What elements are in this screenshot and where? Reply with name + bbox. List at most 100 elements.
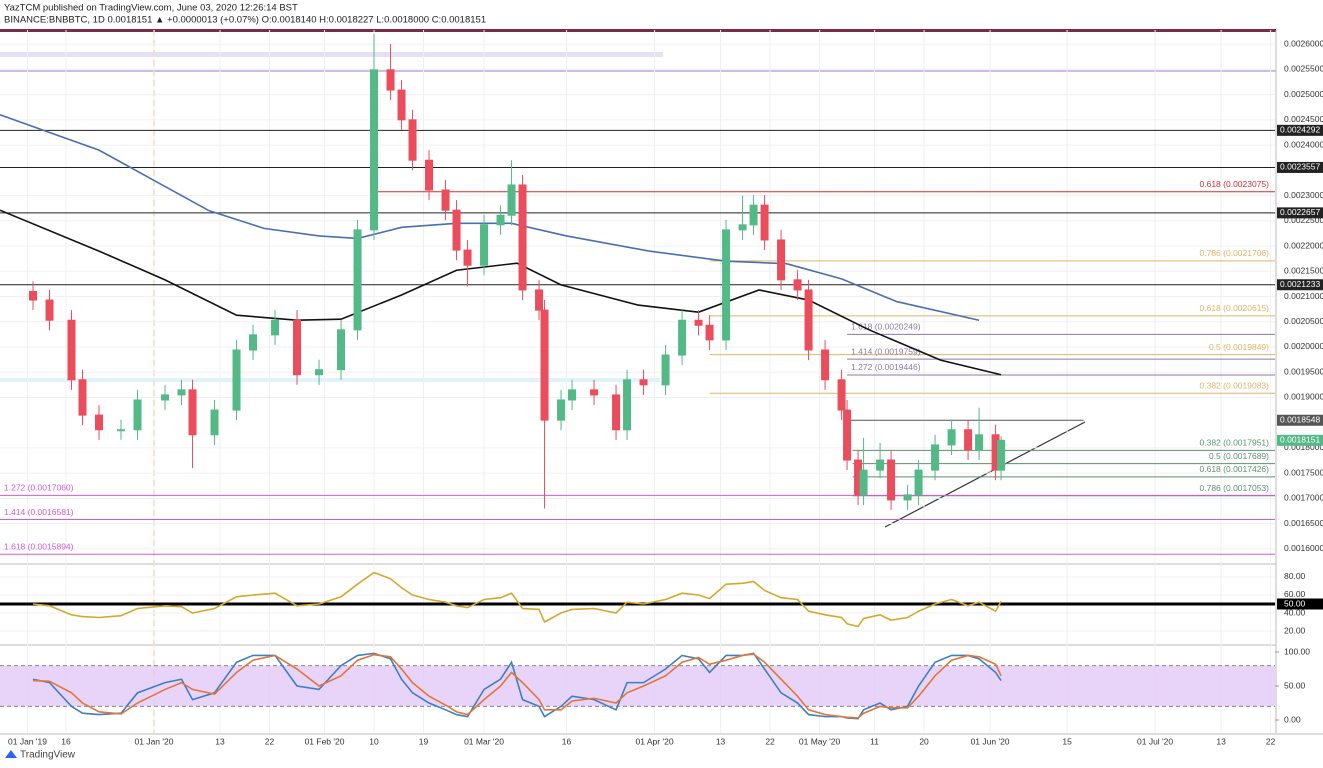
- candle-body: [452, 209, 461, 251]
- candle-body: [315, 369, 324, 376]
- candle-body: [210, 409, 219, 436]
- series-line: [0, 209, 1002, 376]
- y-tick-label: 80.00: [1284, 571, 1306, 581]
- series-line: [32, 653, 1002, 719]
- y-tick-label: 0.0022500: [1284, 215, 1323, 225]
- candle-body: [837, 379, 846, 411]
- band: [0, 665, 1275, 707]
- level-box: [1277, 414, 1323, 426]
- midline-label: 50.00: [1284, 598, 1306, 608]
- candle-body: [386, 69, 395, 91]
- level-value: 0.0023557: [1280, 162, 1320, 172]
- y-tick-label: 0.0022000: [1284, 240, 1323, 250]
- candle-body: [540, 309, 549, 421]
- candle-body: [931, 444, 940, 471]
- y-tick-label: 0.0019500: [1284, 366, 1323, 376]
- y-tick-label: 50.00: [1284, 680, 1306, 690]
- brand-logo: [5, 750, 17, 758]
- y-tick-label: 0.0024000: [1284, 139, 1323, 149]
- candle-body: [249, 334, 258, 351]
- level-label: 1.272 (0.0017060): [4, 483, 74, 493]
- zone-band: [0, 378, 660, 382]
- top-border: [0, 29, 1276, 32]
- level-value: 0.0024292: [1280, 125, 1320, 135]
- candle-body: [232, 349, 241, 411]
- level-box: [1277, 124, 1323, 136]
- x-tick-label: 01 May '20: [799, 736, 841, 746]
- candle-body: [804, 289, 813, 351]
- candle-body: [95, 414, 104, 431]
- x-tick-label: 01 Feb '20: [305, 736, 345, 746]
- x-tick-label: 15: [1062, 736, 1072, 746]
- candle-body: [496, 214, 505, 226]
- brand: TradingView: [5, 750, 76, 761]
- y-tick-label: 100.00: [1284, 646, 1310, 656]
- candle-body: [738, 224, 747, 231]
- candle-body: [463, 249, 472, 266]
- x-tick-label: 01 Jul '20: [1137, 736, 1173, 746]
- level-label: 0.618 (0.0020615): [1200, 303, 1270, 313]
- x-tick-label: 01 Jan '19: [8, 736, 47, 746]
- last-price: 0.0018151: [1280, 435, 1320, 445]
- y-tick-label: 0.00: [1284, 714, 1301, 724]
- candle-body: [29, 290, 38, 301]
- trendline: [884, 421, 1086, 528]
- level-label: 1.272 (0.0019446): [851, 362, 921, 372]
- candle-body: [293, 319, 302, 376]
- candle-body: [45, 299, 54, 321]
- candle-body: [557, 399, 566, 421]
- candle-body: [518, 184, 527, 291]
- candle-body: [612, 394, 621, 431]
- level-label: 0.382 (0.0017951): [1200, 438, 1270, 448]
- x-tick-label: 16: [61, 736, 71, 746]
- candle-body: [903, 494, 912, 501]
- last-price-box: [1277, 434, 1323, 446]
- zone-band: [0, 52, 663, 57]
- x-tick-label: 13: [716, 736, 726, 746]
- candle-body: [694, 319, 703, 326]
- candle-body: [749, 204, 758, 226]
- candle-body: [78, 379, 87, 416]
- level-label: 1.618 (0.0020249): [851, 322, 921, 332]
- x-tick-label: 22: [765, 736, 775, 746]
- candle-body: [639, 379, 648, 386]
- x-tick-label: 16: [562, 736, 572, 746]
- x-tick-label: 13: [215, 736, 225, 746]
- level-box: [1277, 279, 1323, 291]
- symbol-line: BINANCE:BNBBTC, 1D 0.0018151 ▲ +0.000001…: [4, 15, 486, 26]
- level-value: 0.0018548: [1280, 415, 1320, 425]
- candle-body: [661, 354, 670, 386]
- candle-body: [914, 469, 923, 496]
- level-box: [1277, 207, 1323, 219]
- x-tick-label: 01 Mar '20: [464, 736, 504, 746]
- candle-body: [568, 389, 577, 401]
- candle-body: [480, 224, 489, 266]
- y-tick-label: 0.0016500: [1284, 518, 1323, 528]
- candle-body: [507, 184, 516, 216]
- candle-body: [590, 389, 599, 396]
- y-tick-label: 40.00: [1284, 607, 1306, 617]
- candle-body: [370, 69, 379, 231]
- candle-body: [887, 459, 896, 501]
- y-tick-label: 60.00: [1284, 589, 1306, 599]
- y-tick-label: 0.0026000: [1284, 38, 1323, 48]
- level-label: 0.5 (0.0017689): [1209, 451, 1269, 461]
- y-tick-label: 20.00: [1284, 625, 1306, 635]
- candle-body: [188, 389, 197, 436]
- candle-body: [161, 394, 170, 401]
- level-value: 0.0022657: [1280, 207, 1320, 217]
- y-tick-label: 0.0020500: [1284, 316, 1323, 326]
- level-box: [1277, 161, 1323, 173]
- candle-body: [843, 409, 852, 461]
- y-tick-label: 0.0025500: [1284, 64, 1323, 74]
- level-label: 1.414 (0.0016581): [4, 507, 74, 517]
- candle-body: [67, 319, 76, 381]
- candle-body: [964, 429, 973, 451]
- candle-body: [271, 319, 280, 336]
- x-tick-label: 01 Apr '20: [636, 736, 674, 746]
- candle-body: [821, 349, 830, 381]
- candle-body: [678, 319, 687, 356]
- y-tick-label: 0.0025000: [1284, 89, 1323, 99]
